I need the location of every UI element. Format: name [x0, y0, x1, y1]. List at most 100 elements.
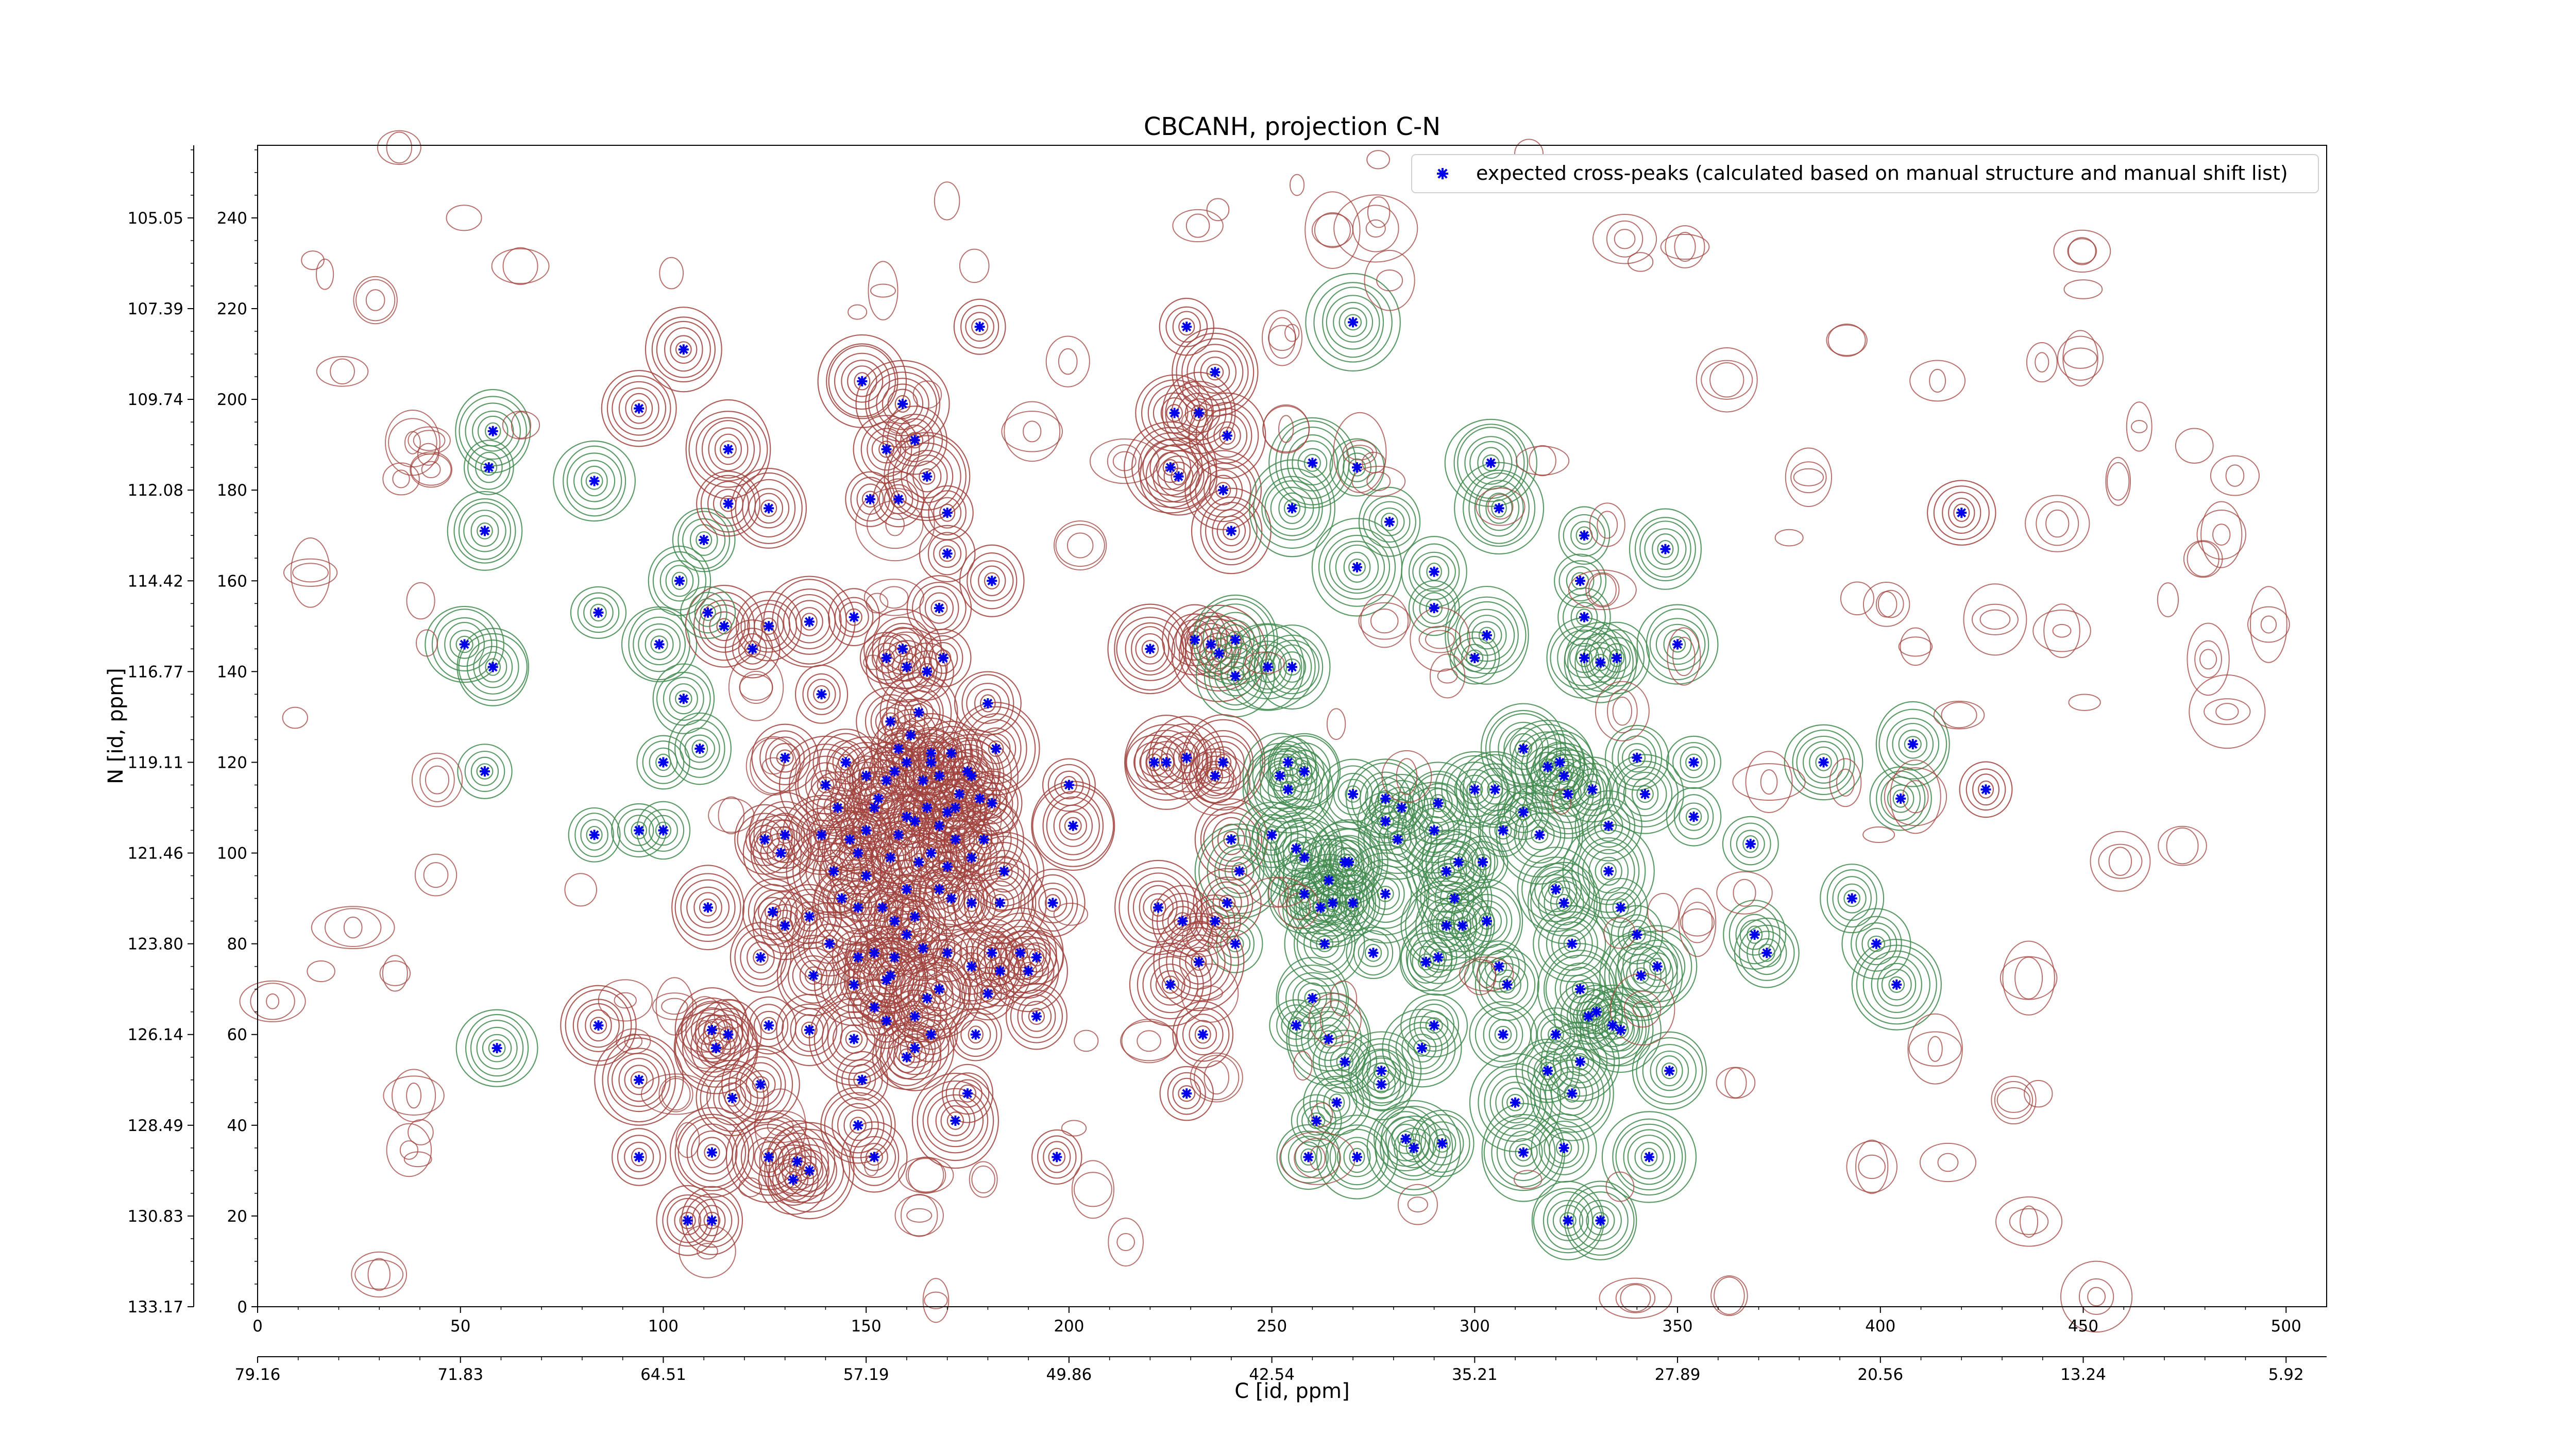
- data-point: [634, 825, 645, 836]
- data-point: [1518, 744, 1529, 754]
- y-tick-label: 160: [217, 572, 247, 590]
- contour-noise: [311, 906, 395, 949]
- data-point: [1315, 902, 1326, 913]
- data-point: [1579, 612, 1589, 622]
- data-point: [816, 830, 827, 840]
- contour-noise: [1358, 594, 1411, 648]
- contour-peak: [1449, 631, 1500, 685]
- contour-noise: [745, 736, 801, 796]
- data-point: [869, 1002, 879, 1013]
- contour-peak: [1480, 703, 1566, 795]
- data-point: [1575, 984, 1586, 994]
- data-point: [922, 802, 933, 813]
- contour-peak: [1606, 754, 1684, 834]
- y-tick-label: 240: [217, 209, 247, 228]
- data-point: [1400, 1134, 1411, 1144]
- data-point: [682, 1215, 693, 1226]
- contour-noise: [863, 579, 924, 616]
- data-point: [1368, 948, 1379, 958]
- contour-noise: [417, 443, 439, 466]
- data-point: [922, 471, 933, 482]
- data-point: [1498, 825, 1509, 836]
- contour-peak: [959, 544, 1025, 617]
- contour-peak: [911, 1072, 999, 1169]
- data-point: [589, 476, 600, 486]
- x-axis-label: C [id, ppm]: [1234, 1379, 1350, 1403]
- data-point: [869, 948, 879, 958]
- data-point: [974, 322, 985, 332]
- data-point: [918, 943, 928, 954]
- contour-noise: [754, 1088, 807, 1165]
- contour-peak: [919, 525, 976, 583]
- plot-frame: [257, 145, 2327, 1307]
- contour-noise: [848, 304, 868, 320]
- data-point: [755, 952, 766, 963]
- data-point: [857, 1074, 868, 1085]
- data-point: [1591, 1006, 1602, 1017]
- contour-noise: [502, 411, 540, 440]
- contour-noise: [239, 980, 306, 1022]
- data-point: [901, 1052, 912, 1062]
- contour-noise: [728, 653, 784, 721]
- data-point: [1222, 430, 1233, 441]
- data-point: [674, 576, 685, 586]
- contour-noise: [1840, 581, 1875, 616]
- contour-noise: [1862, 826, 1895, 843]
- contour-noise: [2187, 622, 2230, 696]
- contour-noise: [1182, 380, 1200, 402]
- contour-noise: [1410, 607, 1470, 672]
- contour-peak: [1184, 450, 1262, 530]
- ppm-y-tick-label: 107.39: [128, 300, 183, 318]
- contour-noise: [315, 258, 334, 290]
- data-point: [869, 802, 879, 813]
- contour-peak: [879, 672, 958, 753]
- data-point: [1262, 662, 1273, 672]
- data-point: [710, 1043, 721, 1054]
- data-point: [873, 793, 884, 804]
- contour-peak: [1107, 603, 1193, 695]
- data-point: [1607, 1020, 1618, 1031]
- x-tick-label: 400: [1865, 1317, 1895, 1336]
- x-axis-ticks: 0 50 100 150 200 250 300 350 400 450 500: [252, 1307, 2301, 1336]
- data-point: [775, 848, 786, 858]
- contour-noise: [1326, 708, 1346, 740]
- data-point: [897, 644, 908, 654]
- contour-peak: [742, 814, 819, 892]
- x-tick-label: 500: [2271, 1317, 2301, 1336]
- data-point: [487, 662, 498, 672]
- data-point: [889, 952, 900, 963]
- data-point: [1891, 979, 1902, 990]
- data-point: [877, 902, 888, 913]
- data-point: [1567, 938, 1578, 949]
- y-axis-label: N [id, ppm]: [104, 668, 128, 784]
- contour-peak: [841, 1121, 908, 1193]
- data-point: [1550, 884, 1561, 895]
- data-point: [1234, 866, 1245, 876]
- contour-noise: [1304, 191, 1361, 269]
- contour-noise: [414, 853, 457, 897]
- data-point: [1956, 508, 1967, 518]
- data-point: [987, 798, 997, 808]
- y-tick-label: 100: [217, 845, 247, 863]
- contour-noise: [1381, 750, 1432, 803]
- data-point: [678, 344, 689, 355]
- contour-noise: [564, 873, 597, 907]
- contour-noise: [959, 248, 990, 283]
- data-point: [1980, 784, 1991, 795]
- contour-noise: [2189, 674, 2266, 749]
- contour-noise: [1991, 1075, 2037, 1125]
- data-point: [901, 757, 912, 768]
- contour-noise: [1190, 1052, 1243, 1103]
- data-point: [913, 707, 924, 718]
- data-point: [1567, 1088, 1578, 1099]
- y-tick-label: 180: [217, 481, 247, 500]
- contour-noise: [1053, 902, 1089, 926]
- data-point: [1485, 458, 1496, 468]
- contour-peak: [954, 671, 1022, 736]
- contour-peak: [949, 1007, 1002, 1061]
- contour-peak: [1472, 940, 1526, 993]
- data-point: [747, 644, 758, 654]
- data-point: [998, 866, 1009, 876]
- contour-noise: [640, 1073, 711, 1115]
